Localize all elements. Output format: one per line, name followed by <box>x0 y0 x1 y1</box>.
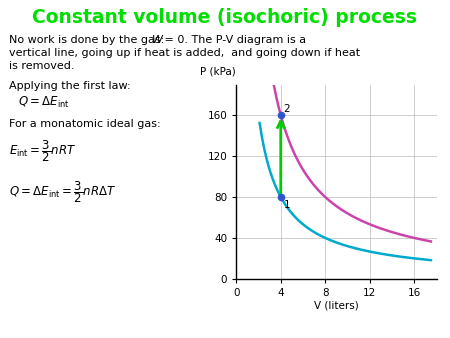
Text: No work is done by the gas:: No work is done by the gas: <box>9 35 168 46</box>
Text: 2: 2 <box>284 104 290 114</box>
Text: = 0. The P-V diagram is a: = 0. The P-V diagram is a <box>161 35 306 46</box>
Text: For a monatomic ideal gas:: For a monatomic ideal gas: <box>9 119 161 129</box>
Text: 1: 1 <box>284 200 290 210</box>
Text: $Q = \Delta E_{\mathrm{int}}$: $Q = \Delta E_{\mathrm{int}}$ <box>18 95 70 111</box>
Text: Applying the first law:: Applying the first law: <box>9 81 130 91</box>
X-axis label: V (liters): V (liters) <box>314 301 359 311</box>
Text: $Q = \Delta E_{\mathrm{int}} = \dfrac{3}{2}nR\Delta T$: $Q = \Delta E_{\mathrm{int}} = \dfrac{3}… <box>9 179 116 205</box>
Text: Constant volume (isochoric) process: Constant volume (isochoric) process <box>32 8 418 27</box>
Text: $E_{\mathrm{int}} = \dfrac{3}{2}nRT$: $E_{\mathrm{int}} = \dfrac{3}{2}nRT$ <box>9 139 77 164</box>
Text: vertical line, going up if heat is added,  and going down if heat: vertical line, going up if heat is added… <box>9 48 360 58</box>
Text: is removed.: is removed. <box>9 61 75 71</box>
Text: P (kPa): P (kPa) <box>200 67 236 77</box>
Text: W: W <box>152 35 163 46</box>
